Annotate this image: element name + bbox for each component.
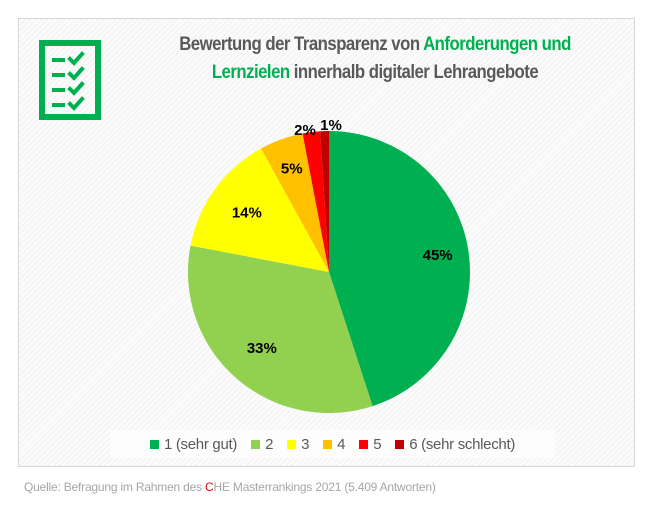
legend-swatch bbox=[395, 439, 405, 449]
pie-slice-4 bbox=[261, 133, 329, 272]
pie-slice-1 bbox=[329, 131, 470, 407]
title-part1: Bewertung der Transparenz von bbox=[179, 33, 424, 55]
legend-item-4: 4 bbox=[323, 435, 346, 453]
chart-legend: 1 (sehr gut) 2 3 4 5 6 (sehr schlecht) bbox=[110, 430, 555, 458]
title-highlight-1: Anforderungen und bbox=[423, 33, 571, 55]
legend-swatch bbox=[359, 439, 369, 449]
slice-label-6: 1% bbox=[320, 117, 342, 134]
legend-item-2: 2 bbox=[251, 436, 273, 453]
legend-label: 5 bbox=[373, 435, 382, 453]
legend-swatch bbox=[287, 439, 297, 449]
legend-item-3: 3 bbox=[287, 436, 309, 453]
legend-label: 1 (sehr gut) bbox=[163, 435, 238, 453]
pie-slice-6 bbox=[320, 131, 329, 272]
title-highlight-2: Lernzielen bbox=[211, 61, 290, 83]
legend-swatch bbox=[251, 439, 261, 449]
legend-item-5: 5 bbox=[359, 435, 382, 453]
pie-slice-5 bbox=[302, 131, 329, 272]
pie-slice-2 bbox=[187, 245, 373, 413]
pie-slice-3 bbox=[190, 148, 329, 272]
slice-label-1: 45% bbox=[423, 247, 453, 264]
title-part2: innerhalb digitaler Lehrangebote bbox=[289, 61, 539, 83]
legend-swatch bbox=[149, 439, 159, 449]
slice-label-2: 33% bbox=[247, 340, 277, 357]
slice-label-4: 5% bbox=[281, 161, 303, 178]
source-prefix: Quelle: Befragung im Rahmen des bbox=[24, 480, 206, 494]
legend-item-6: 6 (sehr schlecht) bbox=[395, 436, 515, 453]
legend-item-1: 1 (sehr gut) bbox=[149, 435, 238, 453]
legend-swatch bbox=[323, 439, 333, 449]
legend-label: 2 bbox=[265, 435, 274, 453]
checklist-icon bbox=[39, 40, 101, 120]
legend-label: 6 (sehr schlecht) bbox=[409, 435, 516, 453]
source-suffix: HE Masterrankings 2021 (5.409 Antworten) bbox=[213, 480, 436, 494]
slice-label-5: 2% bbox=[294, 122, 316, 139]
source-note: Quelle: Befragung im Rahmen des CHE Mast… bbox=[24, 480, 436, 494]
legend-label: 3 bbox=[301, 435, 310, 453]
slice-label-3: 14% bbox=[232, 204, 262, 221]
legend-label: 4 bbox=[337, 435, 346, 453]
che-logo-letter: C bbox=[205, 480, 214, 494]
chart-title: Bewertung der Transparenz von Anforderun… bbox=[156, 30, 595, 86]
